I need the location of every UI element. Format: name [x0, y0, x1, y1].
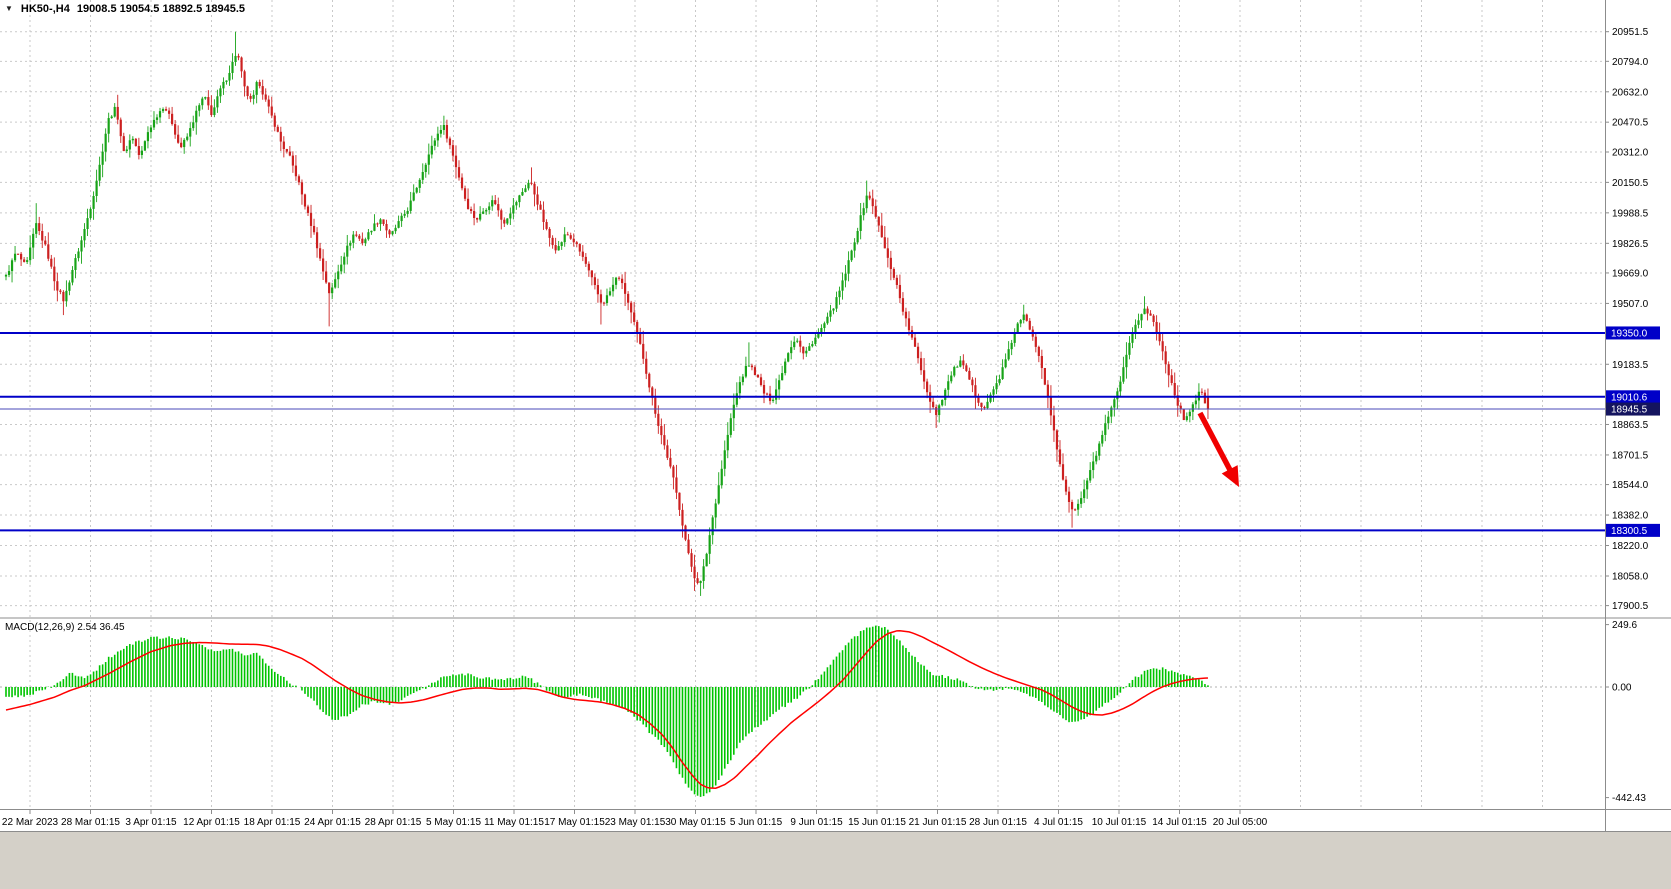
macd-indicator-label: MACD(12,26,9) 2.54 36.45 — [5, 622, 125, 633]
time-axis-label: 4 Jul 01:15 — [1034, 817, 1083, 828]
candlestick-layer[interactable] — [4, 31, 1210, 596]
price-axis-label: 19988.5 — [1612, 208, 1649, 219]
price-axis-label: 18544.0 — [1612, 480, 1649, 491]
panel-separators — [0, 0, 1671, 832]
down-arrow-annotation[interactable] — [1197, 411, 1239, 487]
time-axis-label: 30 May 01:15 — [665, 817, 726, 828]
current-price-tag — [1606, 402, 1660, 416]
symbol-timeframe-label: HK50-,H4 — [20, 3, 70, 15]
price-axis-label: 20470.5 — [1612, 118, 1649, 129]
price-axis-label: 18058.0 — [1612, 571, 1649, 582]
price-axis-label: 20951.5 — [1612, 27, 1649, 38]
time-axis-label: 9 Jun 01:15 — [790, 817, 843, 828]
ohlc-values-label: 19008.5 19054.5 18892.5 18945.5 — [76, 3, 246, 15]
price-axis[interactable]: 20951.5 20794.0 20632.0 20470.5 20312.0 20150… — [1605, 27, 1660, 804]
time-axis-label: 28 Apr 01:15 — [365, 817, 422, 828]
level-price-tag — [1606, 326, 1660, 340]
time-axis-label: 22 Mar 2023 — [2, 817, 59, 828]
time-axis-label: 12 Apr 01:15 — [183, 817, 240, 828]
price-axis-label: 18701.5 — [1612, 450, 1649, 461]
time-axis-label: 10 Jul 01:15 — [1092, 817, 1147, 828]
level-lines[interactable] — [0, 331, 1605, 532]
level-price-tag — [1606, 390, 1660, 404]
macd-axis-label: -442.43 — [1612, 793, 1646, 804]
time-axis-label: 23 May 01:15 — [605, 817, 666, 828]
price-axis-label: 19826.5 — [1612, 239, 1649, 250]
macd-panel[interactable] — [5, 625, 1209, 797]
time-axis-label: 15 Jun 01:15 — [848, 817, 906, 828]
macd-signal-line — [5, 629, 1209, 789]
time-axis-label: 14 Jul 01:15 — [1152, 817, 1207, 828]
price-axis-label: 20150.5 — [1612, 178, 1649, 189]
macd-axis-label: 0.00 — [1612, 683, 1632, 694]
time-axis[interactable]: 22 Mar 2023 28 Mar 01:15 3 Apr 01:15 12 Apr… — [2, 810, 1268, 828]
time-axis-label: 11 May 01:15 — [484, 817, 544, 828]
price-axis-label: 18382.0 — [1612, 511, 1649, 522]
chart-dropdown-icon[interactable]: ▼ — [5, 4, 13, 13]
price-axis-label: 18863.5 — [1612, 420, 1649, 431]
price-axis-label: 17900.5 — [1612, 601, 1649, 612]
chart-header: ▼ HK50-,H4 19008.5 19054.5 18892.5 18945… — [5, 3, 245, 15]
time-axis-label: 21 Jun 01:15 — [909, 817, 967, 828]
price-axis-label: 19507.0 — [1612, 299, 1649, 310]
bottom-strip — [0, 832, 1671, 889]
price-axis-label: 18220.0 — [1612, 541, 1649, 552]
time-axis-label: 28 Jun 01:15 — [969, 817, 1027, 828]
time-axis-label: 3 Apr 01:15 — [125, 817, 177, 828]
level-price-tag-label: 19010.6 — [1611, 392, 1648, 403]
level-price-tag-label: 18300.5 — [1611, 526, 1648, 537]
macd-axis-label: 249.6 — [1612, 620, 1637, 631]
price-axis-label: 20794.0 — [1612, 57, 1649, 68]
time-axis-label: 17 May 01:15 — [544, 817, 605, 828]
level-price-tag-label: 19350.0 — [1611, 328, 1648, 339]
level-price-tag — [1606, 523, 1660, 537]
price-axis-label: 19183.5 — [1612, 360, 1649, 371]
time-axis-label: 24 Apr 01:15 — [304, 817, 361, 828]
price-axis-label: 20632.0 — [1612, 87, 1649, 98]
price-axis-label: 19669.0 — [1612, 268, 1649, 279]
time-axis-label: 5 May 01:15 — [426, 817, 481, 828]
time-axis-label: 20 Jul 05:00 — [1213, 817, 1268, 828]
time-axis-label: 18 Apr 01:15 — [244, 817, 301, 828]
price-axis-label: 20312.0 — [1612, 147, 1649, 158]
current-price-tag-label: 18945.5 — [1611, 405, 1648, 416]
time-axis-label: 5 Jun 01:15 — [730, 817, 783, 828]
time-axis-label: 28 Mar 01:15 — [61, 817, 120, 828]
